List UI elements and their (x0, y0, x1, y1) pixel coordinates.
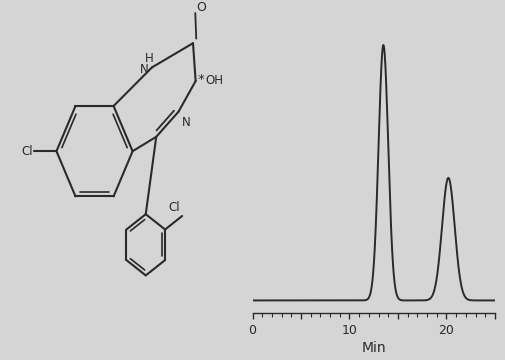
Text: N: N (140, 63, 149, 76)
Text: Cl: Cl (168, 201, 180, 214)
Text: N: N (182, 116, 190, 129)
X-axis label: Min: Min (362, 341, 386, 355)
Text: OH: OH (206, 75, 224, 87)
Text: H: H (145, 51, 154, 64)
Text: O: O (196, 1, 207, 14)
Text: Cl: Cl (21, 145, 33, 158)
Text: *: * (198, 73, 205, 86)
